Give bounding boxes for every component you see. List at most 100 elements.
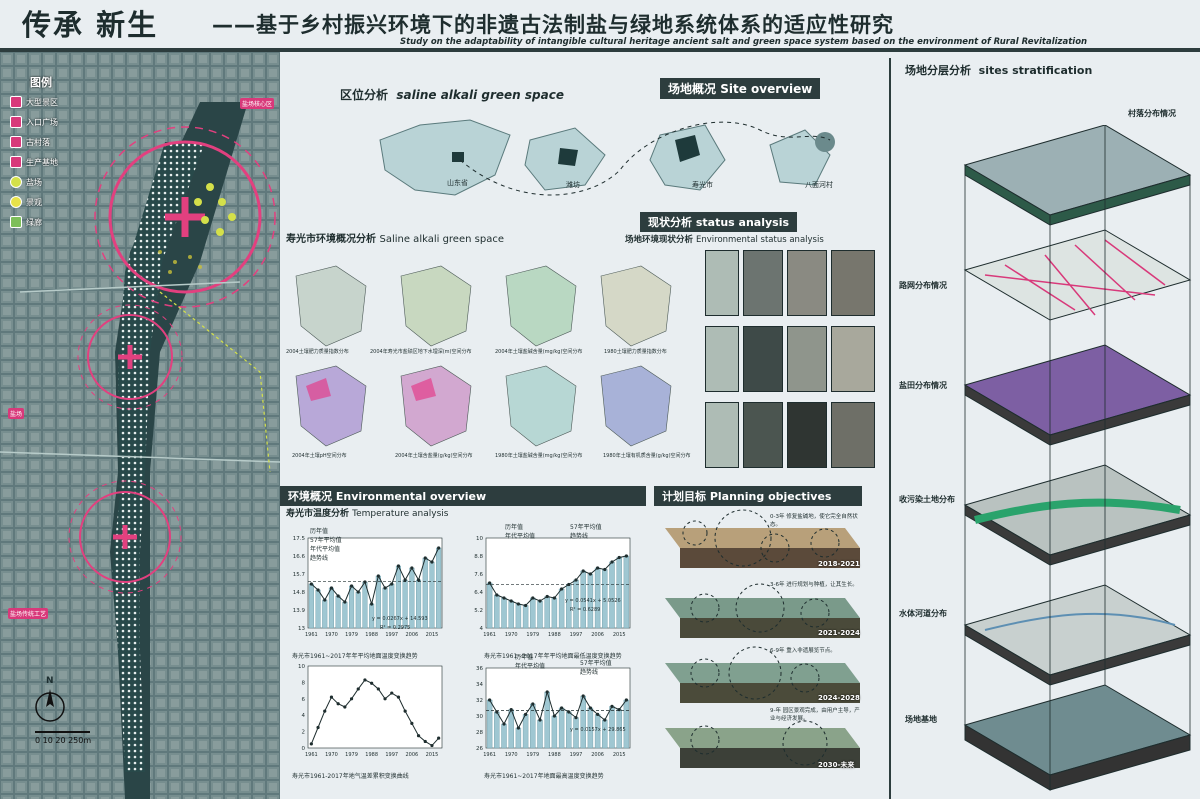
page-subtitle-en: Study on the adaptability of intangible … [400,37,1088,47]
y-tick-label: 10 [476,536,483,542]
data-bar [328,587,334,629]
data-point [495,593,499,597]
data-point [410,721,414,725]
layer-label: 路网分布情况 [899,281,947,290]
data-bar [382,587,388,629]
x-tick-label: 1970 [325,752,338,758]
data-bar [315,589,321,629]
data-bar [530,597,536,629]
status-photos [705,250,875,472]
data-point [538,599,542,603]
layer-label: 盐田分布情况 [899,381,947,390]
data-point [329,695,334,699]
data-point [430,560,434,564]
header [0,0,1200,44]
data-bar [508,600,514,629]
data-bar [558,588,565,629]
site-overview-heading: 场地概况 Site overview [660,78,821,99]
data-point [524,712,528,716]
data-point [502,596,506,600]
location-heading: 区位分析 saline alkali green space [340,88,564,102]
data-point [545,690,549,694]
data-bar [537,719,543,749]
x-tick-label: 1988 [365,752,378,758]
data-point [610,560,614,564]
entrance-icon [10,116,22,128]
data-bar [522,605,529,629]
layer-label: 场地基地 [905,715,937,724]
x-tick-label: 1997 [385,752,398,758]
data-point [538,718,542,722]
data-point [603,718,607,722]
data-bar [494,594,500,629]
chart-temp-diff: 0 2 4 6 8 10 1961 1970 1979 1988 1997 2006 2015 [298,664,443,758]
data-point [349,584,354,588]
data-point [370,681,374,685]
data-point [383,697,387,701]
data-point [403,578,407,582]
data-point [516,602,520,606]
data-bar [515,603,522,629]
x-tick-label: 2015 [426,752,439,758]
x-tick-label: 1970 [505,632,518,638]
chart-caption: 寿光市1961~2017年年平均地面温度变换趋势 [292,653,418,660]
data-bar [486,699,493,749]
env-heading: 环境概况 Environmental overview [280,486,646,506]
master-plan-map-graphic [0,52,280,799]
data-point [560,587,564,591]
data-point [309,742,313,746]
x-tick-label: 1970 [325,632,338,638]
data-point [560,706,564,710]
page-subtitle: ——基于乡村振兴环境下的非遗古法制盐与绿地系统体系的适应性研究 [212,13,894,37]
header-divider [0,48,1200,52]
y-tick-label: 5.2 [474,608,483,614]
data-point [596,712,600,716]
plan-heading: 计划目标 Planning objectives [654,486,862,506]
data-point [509,599,513,603]
saline-heading: 寿光市环境概况分析 Saline alkali green space [286,234,504,245]
y-tick-label: 0 [302,746,306,752]
north-arrow [35,689,65,722]
data-point [316,588,320,592]
x-tick-label: 1961 [305,752,318,758]
site-photo [743,250,783,316]
landscape-icon [10,196,22,208]
data-point [416,734,421,738]
data-point [396,564,401,568]
stage-note: 0-3年 修复盐碱地，使它完全自然状态。 [770,514,858,528]
data-bar [544,596,550,629]
status-subheading: 场地环境现状分析 Environmental status analysis [625,235,824,245]
map-caption: 2004年土壤盐碱含量(mg/kg)空间分布 [495,349,583,355]
chart-legend: 57年平均值 趋势线 [580,660,612,676]
greenway-icon [10,216,22,228]
stage-note: 3-6年 进行规划与种植，让其生长。 [770,582,858,588]
data-bar [322,599,328,629]
map-tag: 盐场传统工艺 [8,608,49,619]
y-tick-label: 17.5 [293,536,306,542]
data-point [524,603,528,608]
chart-min-temp: 4 5.2 6.4 7.6 8.8 10 1961 1970 1979 1988 1997 2006 2… [474,536,631,638]
data-bar [551,715,558,749]
map-caption: 1980土壤肥力质量指数分布 [604,349,667,355]
data-point [574,716,578,720]
data-bar [349,585,355,629]
legend-item: 景观 [10,192,58,212]
data-bar [486,582,493,629]
region-label: 潍坊 [566,181,580,189]
x-tick-label: 1997 [570,752,583,758]
data-bar [342,601,348,629]
saline-maps-graphic [295,265,672,447]
data-point [396,695,401,699]
data-point [383,586,387,590]
x-tick-label: 2015 [613,752,626,758]
data-point [624,698,628,702]
saline-maps-grid [286,246,696,476]
plan-stages-graphic [665,509,860,768]
data-point [356,590,360,594]
data-bar [501,723,507,749]
data-point [370,602,374,606]
map-caption: 2004年土壤pH空间分布 [292,453,347,459]
page-title: 传承 新生 [22,8,159,42]
data-point [531,702,535,706]
master-plan-map [0,52,280,799]
